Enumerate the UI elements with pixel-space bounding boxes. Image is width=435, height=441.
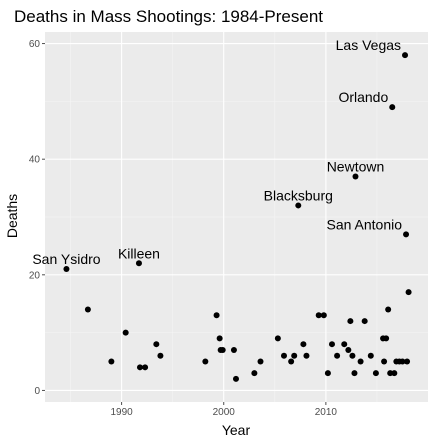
data-point <box>274 335 281 342</box>
data-point <box>351 370 358 377</box>
chart-title: Deaths in Mass Shootings: 1984-Present <box>14 7 323 26</box>
data-point <box>345 346 352 353</box>
x-axis-title: Year <box>222 422 251 438</box>
data-point <box>230 346 237 353</box>
data-point <box>383 335 390 342</box>
data-point <box>153 341 160 348</box>
data-point <box>334 352 341 359</box>
grid-lines <box>45 32 428 402</box>
data-point <box>324 370 331 377</box>
data-point <box>320 312 327 319</box>
data-point <box>216 335 223 342</box>
y-tick-label: 60 <box>29 39 41 50</box>
data-points <box>63 52 412 382</box>
data-point <box>295 202 302 209</box>
data-point <box>347 318 354 325</box>
point-annotation: Killeen <box>118 245 160 261</box>
y-tick-label: 0 <box>34 386 40 397</box>
data-point <box>108 358 115 365</box>
data-point <box>357 358 364 365</box>
data-point <box>142 364 149 371</box>
y-axis: 0 20 40 60 <box>29 39 45 397</box>
x-tick-label: 1990 <box>110 407 133 418</box>
data-point <box>136 364 143 371</box>
data-point <box>361 318 368 325</box>
data-point <box>389 104 396 111</box>
data-point <box>135 260 142 267</box>
y-tick-label: 40 <box>29 155 41 166</box>
point-annotations: San Ysidro Killeen Blacksburg Newtown Orland… <box>32 37 402 267</box>
data-point <box>315 312 322 319</box>
point-annotation: Newtown <box>327 159 385 175</box>
data-point <box>403 231 410 238</box>
x-axis: 1990 2000 2010 <box>110 402 337 418</box>
data-point <box>291 352 298 359</box>
data-point <box>341 341 348 348</box>
point-annotation: Blacksburg <box>264 187 333 203</box>
data-point <box>122 329 129 336</box>
data-point <box>257 358 264 365</box>
data-point <box>84 306 91 313</box>
y-axis-title: Deaths <box>4 194 20 238</box>
data-point <box>202 358 209 365</box>
data-point <box>405 289 412 296</box>
data-point <box>63 266 70 273</box>
x-tick-label: 2010 <box>315 407 338 418</box>
data-point <box>372 370 379 377</box>
data-point <box>232 375 239 382</box>
point-annotation: Las Vegas <box>336 37 401 53</box>
data-point <box>303 352 310 359</box>
data-point <box>385 306 392 313</box>
data-point <box>399 358 406 365</box>
data-point <box>349 352 356 359</box>
data-point <box>288 358 295 365</box>
data-point <box>381 358 388 365</box>
point-annotation: San Antonio <box>327 216 403 232</box>
data-point <box>391 370 398 377</box>
x-tick-label: 2000 <box>213 407 236 418</box>
point-annotation: Orlando <box>338 89 388 105</box>
data-point <box>328 341 335 348</box>
data-point <box>352 173 359 180</box>
data-point <box>213 312 220 319</box>
data-point <box>404 358 411 365</box>
data-point <box>280 352 287 359</box>
y-tick-label: 20 <box>29 270 41 281</box>
data-point <box>402 52 409 59</box>
data-point <box>300 341 307 348</box>
point-annotation: San Ysidro <box>32 251 100 267</box>
data-point <box>367 352 374 359</box>
data-point <box>219 346 226 353</box>
data-point <box>157 352 164 359</box>
data-point <box>251 370 258 377</box>
